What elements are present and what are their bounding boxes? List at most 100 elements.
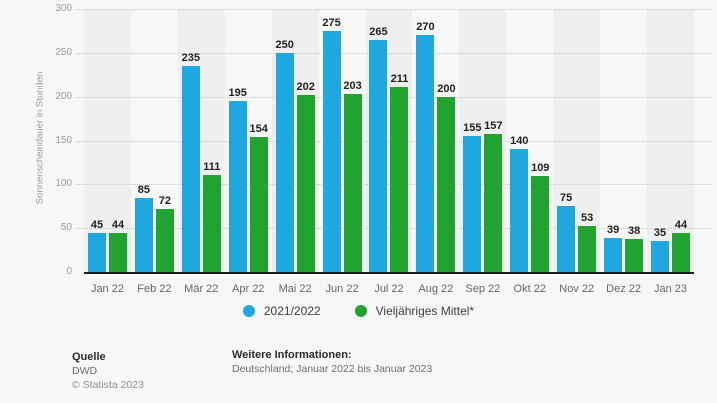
bar-aug-22[interactable]: 270 <box>416 21 435 272</box>
legend-item-2021-2022[interactable]: 2021/2022 <box>242 304 321 318</box>
bar-value-label: 203 <box>343 80 362 92</box>
x-tick-label-jan-23: Jan 23 <box>654 283 688 295</box>
x-tick-label-jan-22: Jan 22 <box>90 283 124 295</box>
x-tick-label-jun-22: Jun 22 <box>325 283 359 295</box>
bar-feb-22[interactable]: 85 <box>134 184 153 272</box>
category-column-nov-22: 75 53 <box>553 9 600 272</box>
bar-value-label: 72 <box>158 194 171 207</box>
category-column-feb-22: 85 72 <box>131 9 178 272</box>
y-tick-label-300: 300 <box>55 3 72 14</box>
info-block: Weitere Informationen: Deutschland; Janu… <box>232 348 432 376</box>
bar-okt-22[interactable]: 109 <box>531 162 549 272</box>
bar-value-label: 111 <box>203 160 221 173</box>
source-block: Quelle DWD © Statista 2023 <box>72 350 144 392</box>
bar-value-label: 39 <box>606 223 620 236</box>
x-tick-label-dez-22: Dez 22 <box>606 283 642 295</box>
bar-value-label: 109 <box>531 162 550 175</box>
bar-value-label: 200 <box>437 82 456 95</box>
bar-value-label: 270 <box>416 21 435 34</box>
bar-sep-22[interactable]: 157 <box>484 120 503 272</box>
bar-value-label: 35 <box>653 227 667 240</box>
bar-jan-22[interactable]: 45 <box>87 219 106 272</box>
bar-apr-22[interactable]: 154 <box>250 123 268 272</box>
category-column-jan-22: 45 44 <box>84 9 131 272</box>
bar-value-label: 45 <box>90 218 104 231</box>
bar-feb-22[interactable]: 72 <box>155 195 174 272</box>
bar-jul-22[interactable]: 265 <box>369 26 388 272</box>
legend-label: 2021/2022 <box>263 304 321 318</box>
plot-area: 45 44 85 72 235 111 195 154 250 202 275 203 265 211 27… <box>84 9 694 274</box>
x-tick-label-okt-22: Okt 22 <box>513 283 546 295</box>
bar-value-label: 154 <box>249 123 268 135</box>
bar-value-label: 44 <box>111 219 125 232</box>
bar-value-label: 275 <box>322 16 341 29</box>
bar-dez-22[interactable]: 38 <box>625 225 644 272</box>
bar-value-label: 53 <box>581 211 594 224</box>
legend-label: Vieljähriges Mittel* <box>375 304 475 318</box>
bar-jun-22[interactable]: 275 <box>322 17 341 272</box>
bar-nov-22[interactable]: 75 <box>557 192 576 272</box>
info-value: Deutschland; Januar 2022 bis Januar 2023 <box>232 363 433 375</box>
gridline-250 <box>77 52 712 54</box>
legend-marker-icon <box>242 305 255 317</box>
bar-okt-22[interactable]: 140 <box>510 135 528 272</box>
legend-marker-icon <box>354 305 367 317</box>
bar-value-label: 44 <box>674 219 688 232</box>
bar-value-label: 155 <box>463 122 482 135</box>
bar-value-label: 250 <box>275 38 294 51</box>
x-tick-label-jul-22: Jul 22 <box>374 283 404 295</box>
bar-value-label: 75 <box>560 192 573 205</box>
bar-jan-22[interactable]: 44 <box>108 219 127 272</box>
bar-value-label: 195 <box>228 87 247 99</box>
bar-jan-23[interactable]: 44 <box>672 219 691 272</box>
bar-mai-22[interactable]: 202 <box>296 81 315 272</box>
category-column-jan-23: 35 44 <box>647 9 694 272</box>
source-label: Quelle <box>72 351 106 363</box>
legend: 2021/2022 Vieljähriges Mittel* <box>0 304 717 318</box>
info-label: Weitere Informationen: <box>232 349 352 361</box>
category-column-dez-22: 39 38 <box>600 9 647 272</box>
bar-dez-22[interactable]: 39 <box>604 224 623 272</box>
y-tick-label-150: 150 <box>55 134 72 146</box>
bar-value-label: 38 <box>627 224 641 237</box>
x-tick-label-sep-22: Sep 22 <box>465 283 501 295</box>
source-value[interactable]: DWD <box>72 365 98 377</box>
x-tick-label-aug-22: Aug 22 <box>418 283 454 295</box>
bar-value-label: 202 <box>296 80 315 93</box>
x-tick-label-mär-22: Mär 22 <box>184 283 219 295</box>
gridline-300 <box>77 9 712 10</box>
category-column-jul-22: 265 211 <box>366 9 413 272</box>
category-column-sep-22: 155 157 <box>459 9 506 272</box>
category-column-mai-22: 250 202 <box>272 9 319 272</box>
bar-value-label: 211 <box>390 73 409 85</box>
bar-value-label: 265 <box>369 25 388 38</box>
bar-sep-22[interactable]: 155 <box>463 122 482 272</box>
x-tick-label-nov-22: Nov 22 <box>559 283 595 295</box>
bar-value-label: 85 <box>137 183 150 196</box>
bar-apr-22[interactable]: 195 <box>229 87 247 272</box>
x-axis-labels: Jan 22 Feb 22 Mär 22 Apr 22 Mai 22 Jun 22 Jul … <box>84 282 694 296</box>
bar-value-label: 235 <box>181 52 200 64</box>
bar-mär-22[interactable]: 111 <box>202 161 221 272</box>
y-tick-label-50: 50 <box>60 222 72 234</box>
x-tick-label-mai-22: Mai 22 <box>278 283 312 295</box>
y-tick-label-250: 250 <box>55 46 72 58</box>
bar-nov-22[interactable]: 53 <box>578 212 597 272</box>
bar-mär-22[interactable]: 235 <box>182 52 200 272</box>
bar-value-label: 140 <box>510 135 529 148</box>
copyright: © Statista 2023 <box>72 379 144 391</box>
x-tick-label-feb-22: Feb 22 <box>137 283 172 295</box>
bar-jan-23[interactable]: 35 <box>651 227 670 272</box>
category-column-aug-22: 270 200 <box>412 9 459 272</box>
category-column-apr-22: 195 154 <box>225 9 272 272</box>
bar-jul-22[interactable]: 211 <box>390 73 409 272</box>
y-tick-label-200: 200 <box>55 90 72 102</box>
bar-value-label: 157 <box>484 120 503 133</box>
bar-aug-22[interactable]: 200 <box>437 83 456 272</box>
bar-jun-22[interactable]: 203 <box>343 80 362 272</box>
bar-mai-22[interactable]: 250 <box>275 39 294 272</box>
category-column-mär-22: 235 111 <box>178 9 225 272</box>
category-column-okt-22: 140 109 <box>506 9 553 272</box>
legend-item-vielj-hriges-mittel-[interactable]: Vieljähriges Mittel* <box>354 304 475 318</box>
